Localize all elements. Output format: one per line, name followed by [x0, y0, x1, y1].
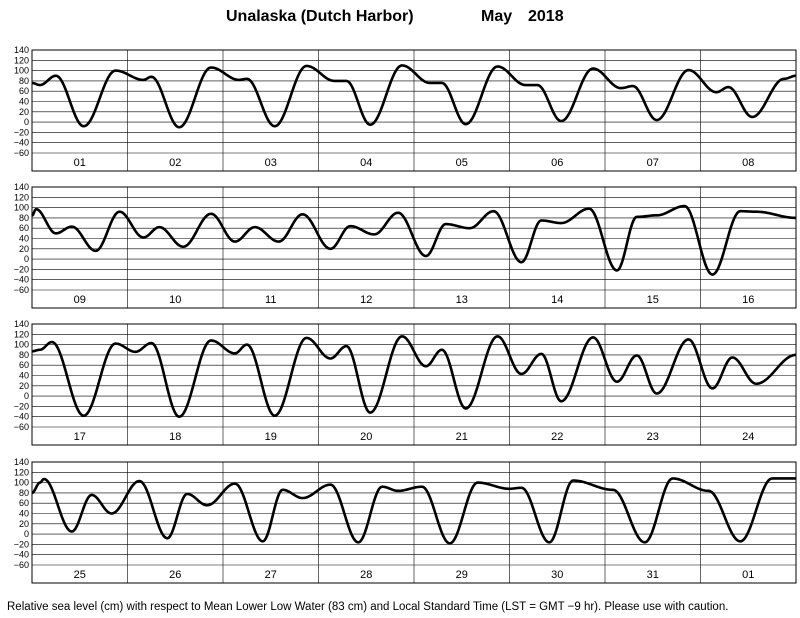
- title-month: May: [481, 8, 513, 25]
- y-tick-label: 0: [24, 391, 29, 401]
- day-label: 08: [742, 157, 754, 169]
- day-label: 22: [551, 431, 563, 443]
- title-year: 2018: [528, 8, 564, 25]
- day-label: 16: [742, 294, 754, 306]
- day-label: 04: [360, 157, 372, 169]
- y-tick-label: 40: [19, 97, 29, 107]
- y-tick-label: 40: [19, 509, 29, 519]
- y-tick-label: 40: [19, 371, 29, 381]
- day-label: 11: [265, 294, 276, 306]
- y-tick-label: 140: [14, 457, 29, 467]
- day-label: 02: [169, 157, 181, 169]
- y-tick-label: −20: [14, 401, 29, 411]
- y-tick-label: 100: [14, 203, 29, 213]
- y-tick-label: 20: [19, 244, 29, 254]
- y-tick-label: 140: [14, 319, 29, 329]
- day-label: 01: [74, 157, 86, 169]
- day-label: 31: [647, 569, 659, 581]
- y-tick-label: 80: [19, 213, 29, 223]
- y-tick-label: 80: [19, 350, 29, 360]
- tide-curve: [31, 204, 797, 276]
- chart-title: Unalaska (Dutch Harbor) May 2018: [0, 4, 800, 28]
- day-label: 26: [169, 569, 181, 581]
- day-label: 15: [647, 294, 659, 306]
- tide-curve: [31, 64, 797, 129]
- y-tick-label: 60: [19, 86, 29, 96]
- panel-frame: [31, 323, 797, 446]
- day-label: 18: [169, 431, 181, 443]
- panel-frame: [31, 461, 797, 584]
- y-tick-label: 120: [14, 467, 29, 477]
- y-tick-label: 140: [14, 182, 29, 192]
- y-tick-label: −60: [14, 560, 29, 570]
- y-tick-label: 140: [14, 45, 29, 55]
- y-tick-label: 60: [19, 360, 29, 370]
- y-tick-label: −60: [14, 148, 29, 158]
- day-label: 21: [456, 431, 468, 443]
- day-label: 19: [265, 431, 277, 443]
- y-tick-label: −40: [14, 550, 29, 560]
- tide-curve: [31, 477, 797, 545]
- y-tick-label: 60: [19, 223, 29, 233]
- day-label: 28: [360, 569, 372, 581]
- day-label: 03: [265, 157, 277, 169]
- day-label: 07: [647, 157, 659, 169]
- y-tick-label: 120: [14, 55, 29, 65]
- tide-curve: [31, 335, 797, 418]
- y-tick-label: 80: [19, 488, 29, 498]
- y-tick-label: 20: [19, 519, 29, 529]
- day-label: 23: [647, 431, 659, 443]
- y-tick-label: 100: [14, 340, 29, 350]
- day-label: 10: [169, 294, 181, 306]
- day-label: 30: [551, 569, 563, 581]
- y-tick-label: 0: [24, 254, 29, 264]
- y-tick-label: 20: [19, 381, 29, 391]
- y-tick-label: 80: [19, 76, 29, 86]
- y-tick-label: −60: [14, 422, 29, 432]
- day-label: 25: [74, 569, 86, 581]
- panel-frame: [31, 186, 797, 309]
- day-label: 24: [742, 431, 754, 443]
- y-tick-label: 120: [14, 192, 29, 202]
- y-tick-label: 40: [19, 234, 29, 244]
- y-tick-label: −40: [14, 412, 29, 422]
- y-tick-label: −20: [14, 539, 29, 549]
- day-label: 06: [551, 157, 563, 169]
- day-label: 27: [265, 569, 277, 581]
- y-tick-label: 20: [19, 107, 29, 117]
- station-name: Unalaska (Dutch Harbor): [226, 8, 414, 25]
- y-tick-label: −20: [14, 127, 29, 137]
- y-tick-label: −40: [14, 138, 29, 148]
- y-tick-label: −20: [14, 264, 29, 274]
- day-label: 13: [456, 294, 468, 306]
- y-tick-label: −40: [14, 275, 29, 285]
- footer-note: Relative sea level (cm) with respect to …: [7, 601, 729, 613]
- y-tick-label: 0: [24, 529, 29, 539]
- day-label: 20: [360, 431, 372, 443]
- day-label: 01: [742, 569, 754, 581]
- y-tick-label: 100: [14, 478, 29, 488]
- y-tick-label: 100: [14, 66, 29, 76]
- day-label: 17: [74, 431, 86, 443]
- day-label: 05: [456, 157, 468, 169]
- panel-frame: [31, 49, 797, 172]
- day-label: 09: [74, 294, 86, 306]
- y-tick-label: 60: [19, 498, 29, 508]
- y-tick-label: −60: [14, 285, 29, 295]
- y-tick-label: 120: [14, 329, 29, 339]
- day-label: 12: [360, 294, 372, 306]
- day-label: 29: [456, 569, 468, 581]
- day-label: 14: [551, 294, 563, 306]
- y-tick-label: 0: [24, 117, 29, 127]
